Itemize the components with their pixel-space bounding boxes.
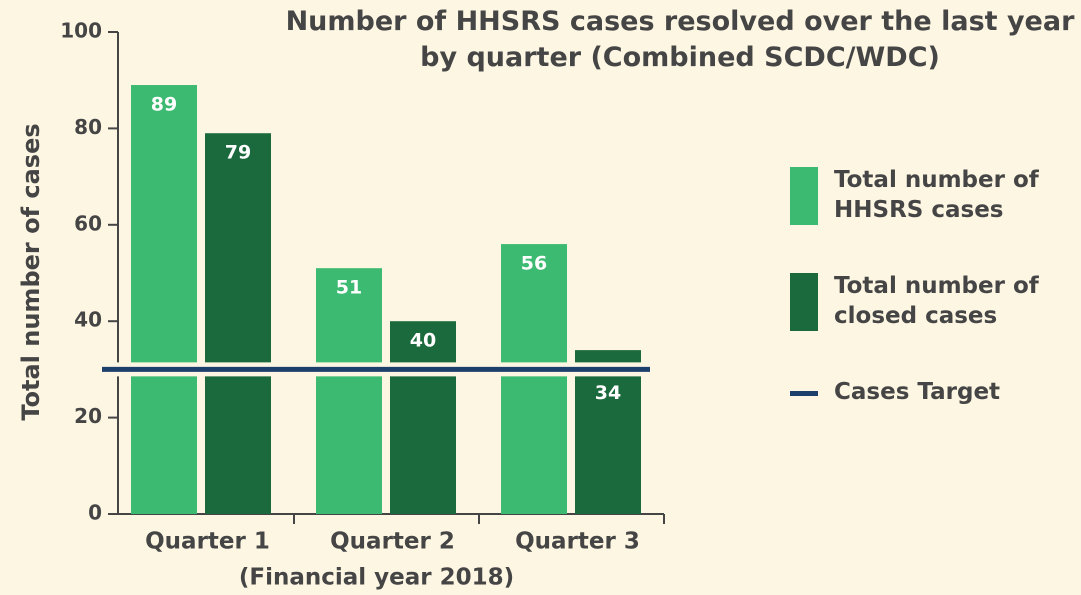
x-axis-label: (Financial year 2018) — [239, 565, 514, 591]
legend-item: Total number of closed cases — [790, 271, 1064, 331]
legend-swatch — [790, 273, 818, 331]
legend-item: Total number of HHSRS cases — [790, 165, 1064, 225]
bar — [205, 133, 271, 514]
value-label: 89 — [151, 94, 177, 116]
x-tick-label: Quarter 2 — [330, 529, 455, 555]
y-tick-label: 20 — [74, 404, 102, 428]
legend-swatch — [790, 391, 818, 396]
value-label: 56 — [521, 253, 547, 275]
y-tick-label: 40 — [74, 308, 102, 332]
value-label: 79 — [225, 142, 251, 164]
bar — [316, 268, 382, 514]
value-label: 51 — [336, 277, 362, 299]
y-tick-label: 60 — [74, 211, 102, 235]
x-tick-label: Quarter 3 — [515, 529, 640, 555]
chart-title: Number of HHSRS cases resolved over the … — [285, 6, 1075, 73]
legend: Total number of HHSRS cases Total number … — [790, 165, 1080, 453]
y-tick-label: 0 — [88, 501, 102, 525]
y-tick-label: 100 — [60, 19, 102, 43]
x-tick-label: Quarter 1 — [145, 529, 270, 555]
value-label: 34 — [595, 382, 621, 404]
value-label: 40 — [410, 330, 436, 352]
legend-label: Total number of HHSRS cases — [834, 167, 1039, 223]
legend-label: Cases Target — [834, 379, 1001, 405]
y-tick-label: 80 — [74, 115, 102, 139]
legend-swatch — [790, 167, 818, 225]
bar — [131, 85, 197, 515]
legend-label: Total number of closed cases — [834, 273, 1039, 329]
y-axis-label: Total number of cases — [17, 123, 45, 420]
bar — [575, 350, 641, 514]
bar — [390, 321, 456, 514]
bar — [501, 244, 567, 514]
legend-item: Cases Target — [790, 377, 1064, 407]
